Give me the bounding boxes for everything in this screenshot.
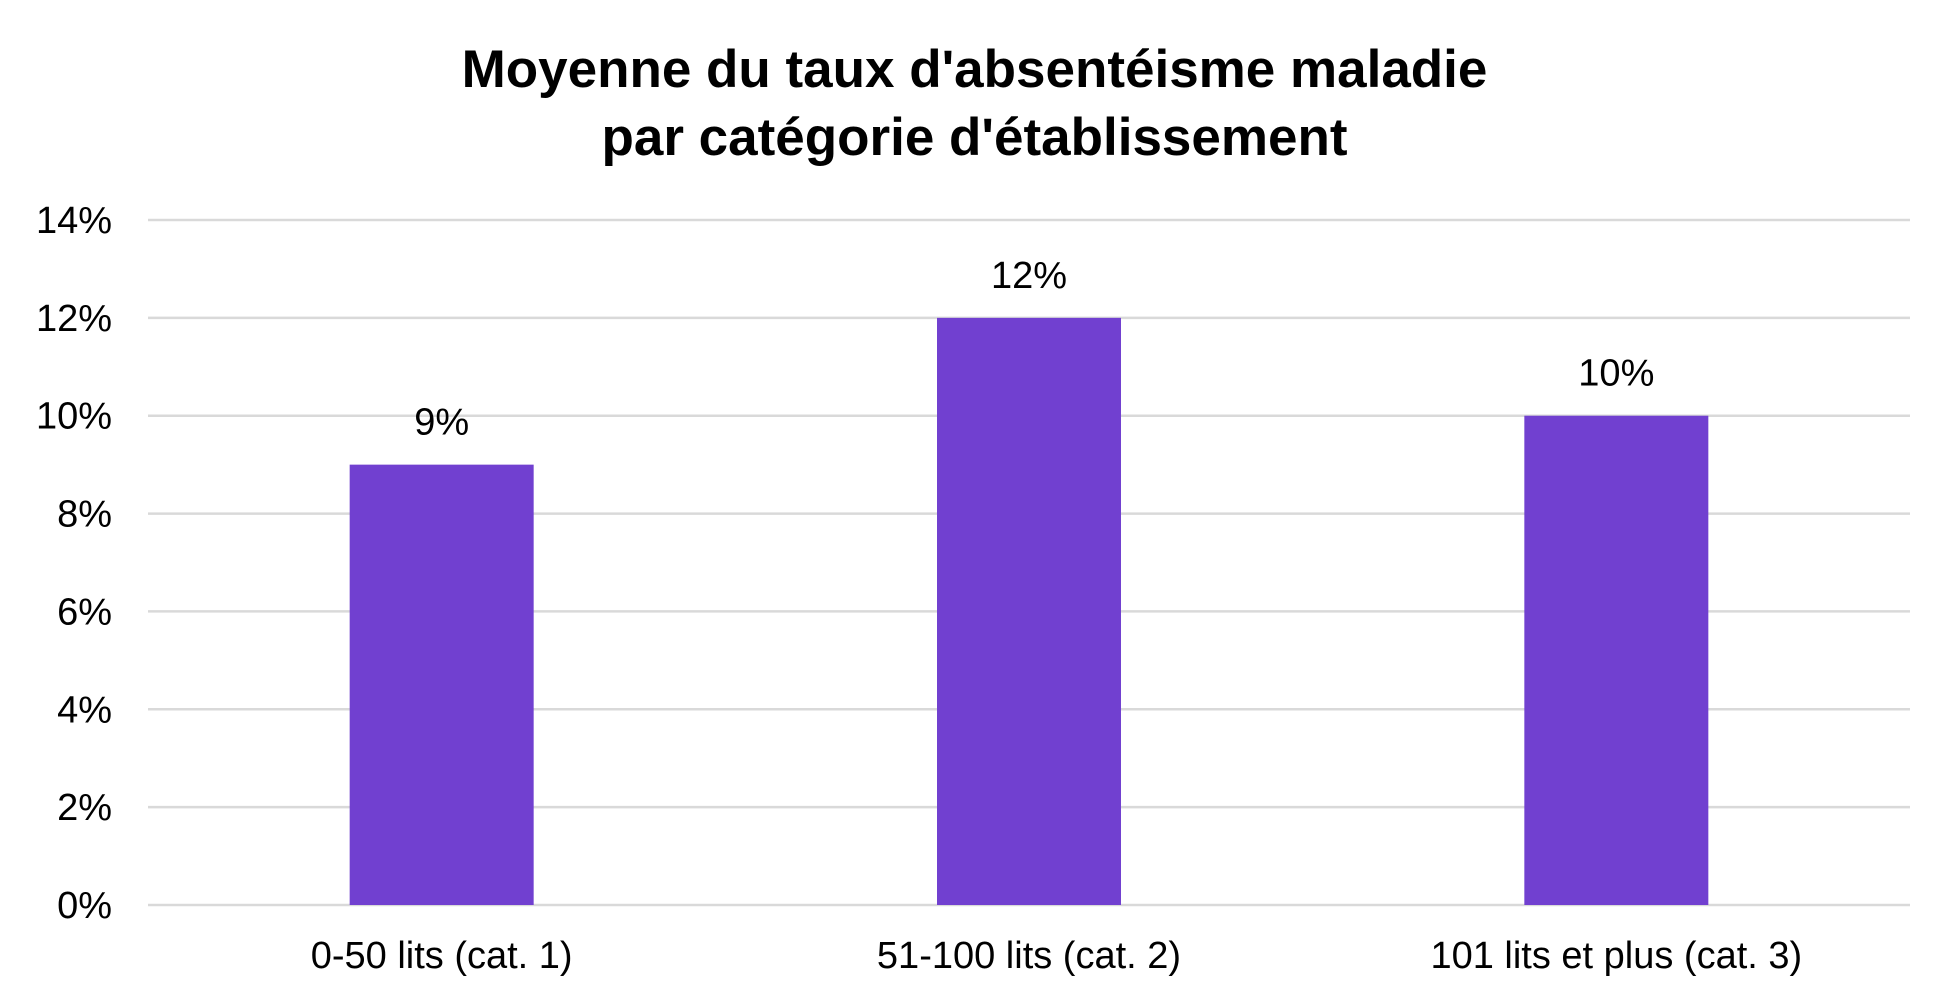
bar[interactable] xyxy=(1524,415,1709,905)
data-label: 9% xyxy=(414,402,469,444)
chart-title: Moyenne du taux d'absentéisme maladie pa… xyxy=(0,36,1949,172)
y-tick-label: 14% xyxy=(36,200,112,242)
y-tick-label: 2% xyxy=(57,787,112,829)
y-tick-label: 6% xyxy=(57,591,112,633)
chart-title-line-1: Moyenne du taux d'absentéisme maladie xyxy=(461,40,1488,99)
data-label: 12% xyxy=(991,255,1067,297)
y-tick-label: 4% xyxy=(57,689,112,731)
data-label: 10% xyxy=(1578,353,1654,395)
x-category-label: 51-100 lits (cat. 2) xyxy=(877,935,1181,977)
bar[interactable] xyxy=(937,317,1121,905)
chart-title-line-2: par catégorie d'établissement xyxy=(601,108,1348,167)
y-tick-label: 10% xyxy=(36,396,112,438)
x-category-label: 0-50 lits (cat. 1) xyxy=(311,935,573,977)
y-tick-label: 12% xyxy=(36,298,112,340)
y-tick-label: 8% xyxy=(57,494,112,536)
y-tick-label: 0% xyxy=(57,885,112,927)
x-category-label: 101 lits et plus (cat. 3) xyxy=(1430,935,1802,977)
bar[interactable] xyxy=(349,464,534,905)
